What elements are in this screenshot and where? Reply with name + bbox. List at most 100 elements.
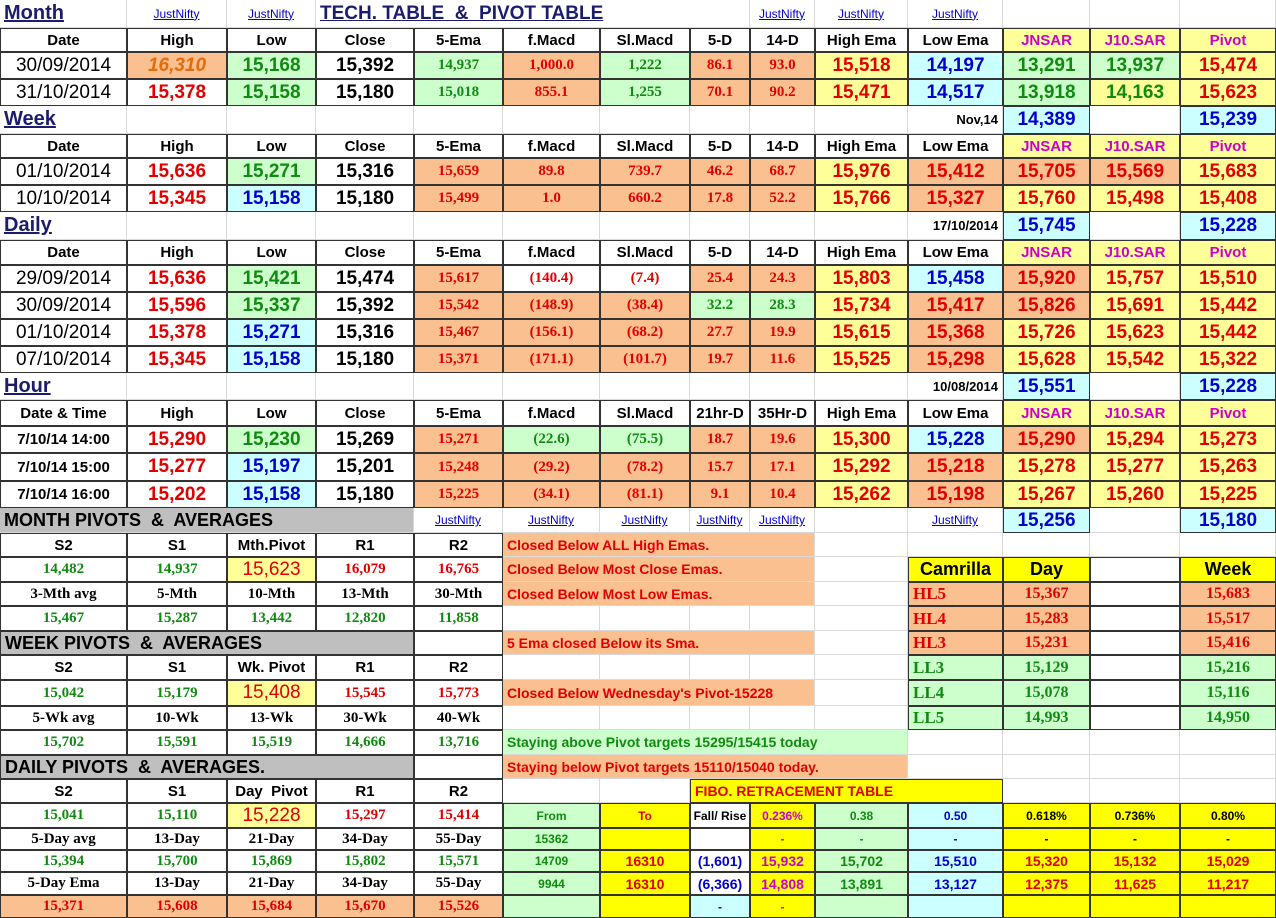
cell: 15,180: [316, 79, 414, 106]
cell: 15,041: [0, 803, 127, 828]
cell: 15,197: [227, 453, 316, 481]
cell: 15,659: [414, 158, 503, 185]
cell: 15,392: [316, 52, 414, 79]
cell: [414, 755, 503, 779]
cell: 17.8: [690, 185, 750, 212]
link[interactable]: JustNifty: [227, 0, 316, 28]
cell: 15,408: [227, 680, 316, 706]
cell: [414, 373, 503, 400]
link[interactable]: JustNifty: [908, 0, 1003, 28]
cell: 86.1: [690, 52, 750, 79]
cell: 11,858: [414, 606, 503, 631]
cell: (68.2): [600, 319, 690, 346]
link[interactable]: JustNifty: [908, 508, 1003, 533]
cell: 5-Mth: [127, 582, 227, 606]
column-header: High: [127, 400, 227, 426]
cell: 14,482: [0, 557, 127, 582]
cell: S1: [127, 655, 227, 680]
column-header: Low: [227, 28, 316, 52]
cell: R1: [316, 779, 414, 803]
cell: 15,292: [815, 453, 908, 481]
title: TECH. TABLE & PIVOT TABLE: [316, 0, 750, 28]
cell: 15,290: [1003, 426, 1090, 453]
cell: [1090, 730, 1180, 755]
column-header: Low Ema: [908, 134, 1003, 158]
cell: [815, 655, 908, 680]
cell: (38.4): [600, 292, 690, 319]
cell: [750, 655, 815, 680]
link[interactable]: JustNifty: [750, 508, 815, 533]
cell: 19.6: [750, 426, 815, 453]
cell: 31/10/2014: [0, 79, 127, 106]
cell: 15,316: [316, 319, 414, 346]
link[interactable]: JustNifty: [127, 0, 227, 28]
cell: [1003, 895, 1090, 918]
cell: 15,228: [908, 426, 1003, 453]
cell: [227, 212, 316, 240]
cell: [815, 706, 908, 730]
cell: [690, 606, 750, 631]
cell: (81.1): [600, 481, 690, 508]
cell: 0.50: [908, 803, 1003, 828]
link[interactable]: JustNifty: [815, 0, 908, 28]
cell: 7/10/14 15:00: [0, 453, 127, 481]
link[interactable]: JustNifty: [414, 508, 503, 533]
cell: 15,726: [1003, 319, 1090, 346]
cell: 10-Mth: [227, 582, 316, 606]
cell: 16,765: [414, 557, 503, 582]
cell: [503, 895, 600, 918]
cell: (6,366): [690, 872, 750, 895]
cell: 15,300: [815, 426, 908, 453]
cell: 0.80%: [1180, 803, 1276, 828]
cell: [750, 706, 815, 730]
cell: 15,216: [1180, 655, 1276, 680]
cell: 70.1: [690, 79, 750, 106]
cell: 15,230: [227, 426, 316, 453]
cell: 14,808: [750, 872, 815, 895]
link[interactable]: JustNifty: [750, 0, 815, 28]
cell: [1003, 779, 1090, 803]
cell: [316, 106, 414, 134]
cell: 15,442: [1180, 319, 1276, 346]
cell: 14,950: [1180, 706, 1276, 730]
cell: [815, 373, 908, 400]
cell: [1003, 0, 1090, 28]
cell: (75.5): [600, 426, 690, 453]
column-header: f.Macd: [503, 240, 600, 265]
cell: 15,467: [0, 606, 127, 631]
cell: R2: [414, 779, 503, 803]
section-label: Week: [0, 106, 127, 134]
cell: 5-Day avg: [0, 828, 127, 850]
cell: LL5: [908, 706, 1003, 730]
cell: 15,608: [127, 895, 227, 918]
cell: 15,615: [815, 319, 908, 346]
link[interactable]: JustNifty: [600, 508, 690, 533]
cell: 7/10/14 16:00: [0, 481, 127, 508]
cell: [908, 895, 1003, 918]
cell: 30/09/2014: [0, 52, 127, 79]
cell: 15,345: [127, 185, 227, 212]
cell: [815, 106, 908, 134]
link[interactable]: JustNifty: [690, 508, 750, 533]
cell: [750, 212, 815, 240]
cell: 15,596: [127, 292, 227, 319]
cell: 15,416: [1180, 631, 1276, 655]
cell: 40-Wk: [414, 706, 503, 730]
cell: [127, 212, 227, 240]
cell: 15,498: [1090, 185, 1180, 212]
cell: 30-Mth: [414, 582, 503, 606]
cell: 1.0: [503, 185, 600, 212]
cell: 10/08/2014: [908, 373, 1003, 400]
cell: 15,225: [414, 481, 503, 508]
cell: 15,920: [1003, 265, 1090, 292]
cell: [815, 631, 908, 655]
cell: (101.7): [600, 346, 690, 373]
cell: 11.6: [750, 346, 815, 373]
cell: [600, 779, 690, 803]
cell: 15,180: [316, 185, 414, 212]
cell: [1180, 533, 1276, 557]
cell: 15.7: [690, 453, 750, 481]
link[interactable]: JustNifty: [503, 508, 600, 533]
cell: 34-Day: [316, 828, 414, 850]
cell: R1: [316, 533, 414, 557]
